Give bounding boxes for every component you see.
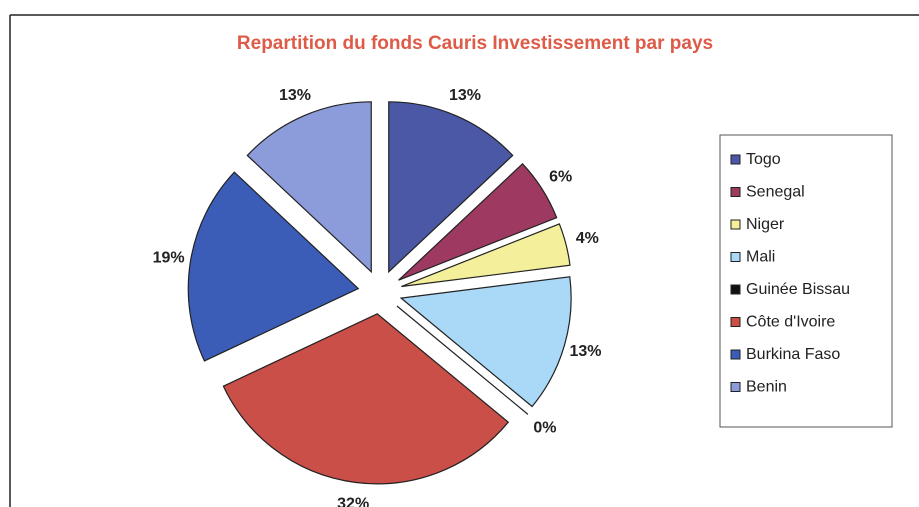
data-label: 6%	[549, 169, 572, 186]
pie-slice	[398, 162, 558, 281]
legend-label: Mali	[746, 249, 775, 266]
legend-label: Togo	[746, 151, 781, 168]
legend-swatch	[730, 284, 741, 295]
legend-label: Guinée Bissau	[746, 281, 850, 298]
pie-slice	[222, 313, 510, 485]
data-label: 4%	[576, 230, 599, 247]
legend-swatch	[730, 349, 741, 360]
legend-box	[719, 134, 893, 428]
pie-slice	[246, 101, 372, 274]
data-label: 13%	[449, 87, 481, 104]
pie-slice	[399, 276, 572, 408]
legend-swatch	[730, 154, 741, 165]
legend-label: Niger	[746, 216, 785, 233]
legend-label: Benin	[746, 379, 787, 396]
pie-slice	[401, 223, 571, 288]
data-label: 32%	[337, 496, 369, 507]
data-label: 13%	[279, 87, 311, 104]
pie-slice	[187, 171, 360, 362]
legend-swatch	[730, 382, 741, 392]
legend-label: Côte d'Ivoire	[746, 314, 835, 331]
chart-title: Repartition du fonds Cauris Investisseme…	[237, 33, 713, 54]
legend-swatch	[730, 219, 741, 230]
data-label: 19%	[153, 250, 185, 267]
legend-swatch	[730, 252, 741, 262]
legend-label: Senegal	[746, 184, 805, 201]
legend-swatch	[730, 317, 741, 327]
legend-swatch	[730, 187, 741, 197]
data-label: 0%	[533, 420, 556, 437]
legend-label: Burkina Faso	[746, 346, 840, 363]
pie-slice	[388, 101, 514, 274]
data-label: 13%	[569, 343, 601, 360]
